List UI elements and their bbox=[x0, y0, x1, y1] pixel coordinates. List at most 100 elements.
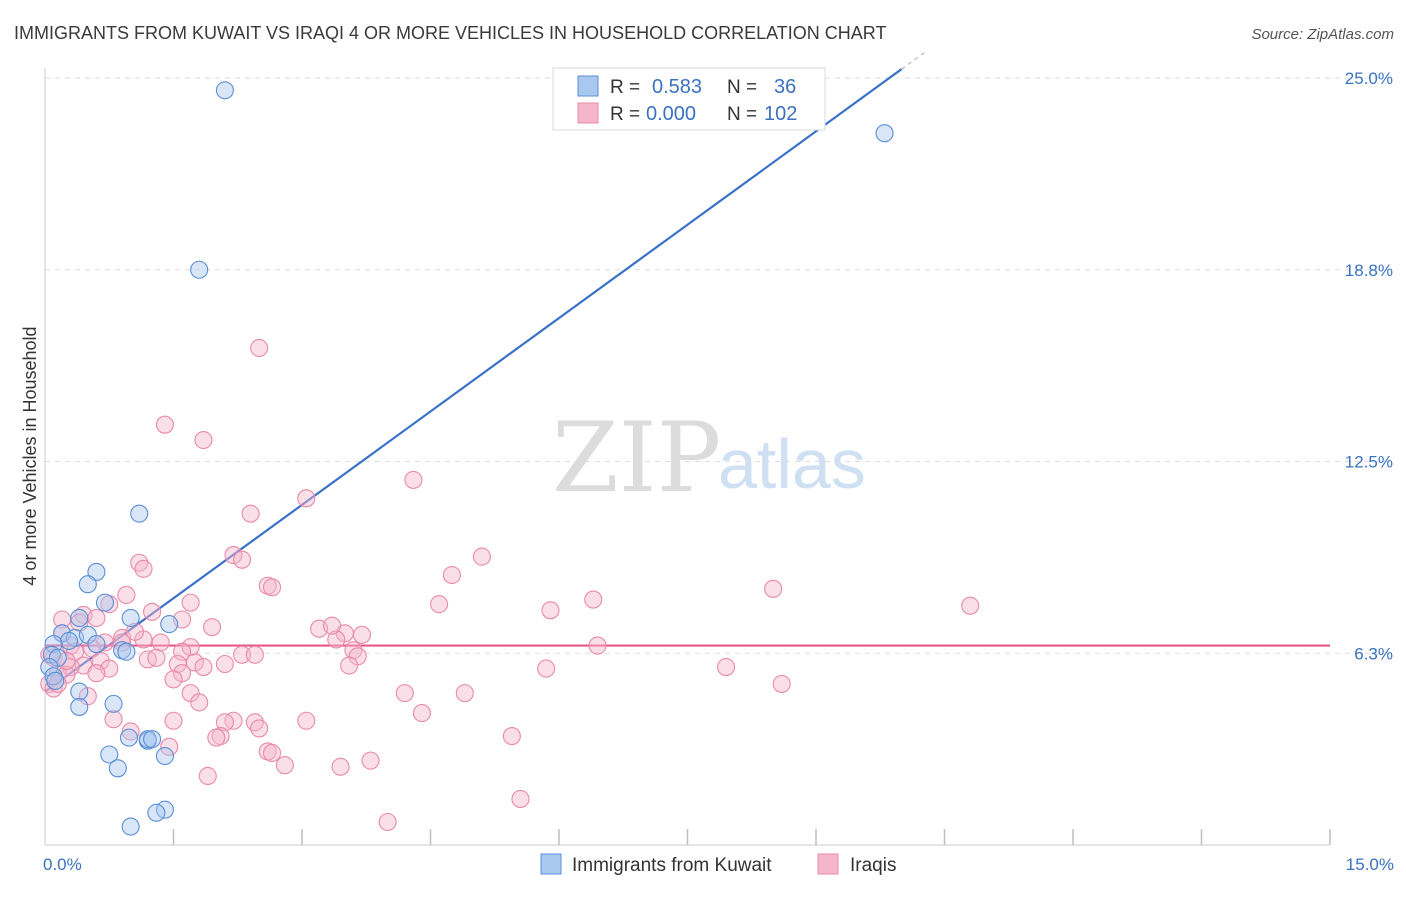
point-iraqis-61 bbox=[772, 674, 791, 693]
point-iraqis-69 bbox=[412, 704, 431, 723]
point-iraqis-31 bbox=[352, 625, 372, 644]
point-iraqis-15 bbox=[584, 590, 603, 609]
point-iraqis-84 bbox=[361, 751, 380, 770]
point-iraqis-18 bbox=[430, 595, 449, 614]
legend-n-value-iraqis: 102 bbox=[764, 103, 797, 125]
point-iraqis-86 bbox=[275, 756, 294, 775]
point-iraqis-2 bbox=[194, 430, 213, 450]
point-kuwait-25 bbox=[143, 730, 162, 749]
point-iraqis-68 bbox=[190, 693, 209, 712]
point-iraqis-71 bbox=[164, 711, 183, 730]
trend-layer bbox=[44, 49, 1330, 693]
trend-line-kuwait bbox=[44, 68, 903, 693]
trend-line-kuwait-extension bbox=[901, 49, 928, 70]
point-kuwait-32 bbox=[875, 124, 894, 143]
bottom-legend-label-iraqis: Iraqis bbox=[850, 855, 896, 876]
point-kuwait-19 bbox=[70, 682, 89, 701]
point-kuwait-24 bbox=[119, 728, 139, 747]
point-iraqis-19 bbox=[541, 601, 560, 620]
chart-source: Source: ZipAtlas.com bbox=[1251, 26, 1394, 43]
legend-r-value-kuwait: 0.583 bbox=[652, 76, 702, 98]
chart-title: IMMIGRANTS FROM KUWAIT VS IRAQI 4 OR MOR… bbox=[14, 23, 886, 43]
point-iraqis-98 bbox=[151, 633, 170, 652]
point-iraqis-85 bbox=[331, 757, 350, 776]
point-kuwait-3 bbox=[87, 562, 106, 581]
legend-swatch-kuwait bbox=[577, 75, 599, 97]
point-iraqis-22 bbox=[143, 602, 162, 621]
legend-n-label-iraqis: N = bbox=[727, 104, 757, 125]
point-iraqis-20 bbox=[181, 593, 200, 612]
point-iraqis-76 bbox=[250, 719, 269, 738]
point-kuwait-35 bbox=[46, 671, 65, 690]
point-iraqis-43 bbox=[245, 645, 264, 664]
point-kuwait-6 bbox=[121, 608, 140, 628]
point-iraqis-0 bbox=[250, 338, 269, 358]
point-iraqis-17 bbox=[961, 596, 980, 615]
y-tick-label-1: 12.5% bbox=[1345, 453, 1393, 472]
watermark-zip: ZIP bbox=[552, 402, 721, 514]
point-kuwait-31 bbox=[121, 817, 140, 836]
point-iraqis-40 bbox=[588, 636, 607, 655]
point-kuwait-8 bbox=[160, 615, 179, 634]
point-iraqis-32 bbox=[327, 630, 346, 649]
point-iraqis-72 bbox=[297, 711, 316, 730]
legend-r-label-iraqis: R = bbox=[610, 104, 640, 125]
point-iraqis-74 bbox=[215, 713, 234, 732]
point-iraqis-79 bbox=[207, 728, 226, 747]
point-iraqis-52 bbox=[194, 658, 213, 677]
point-iraqis-16 bbox=[764, 579, 783, 598]
point-iraqis-99 bbox=[125, 622, 144, 641]
point-iraqis-1 bbox=[155, 415, 174, 434]
point-iraqis-77 bbox=[121, 722, 140, 741]
point-iraqis-100 bbox=[147, 648, 166, 667]
point-iraqis-93 bbox=[113, 633, 132, 652]
legend-r-label-kuwait: R = bbox=[610, 77, 640, 98]
point-iraqis-64 bbox=[395, 684, 414, 703]
point-kuwait-7 bbox=[70, 608, 89, 628]
point-iraqis-7 bbox=[232, 550, 252, 569]
point-kuwait-28 bbox=[155, 746, 174, 766]
point-iraqis-96 bbox=[322, 616, 342, 635]
point-kuwait-21 bbox=[70, 697, 89, 716]
point-iraqis-6 bbox=[224, 546, 243, 565]
point-kuwait-26 bbox=[100, 745, 119, 764]
point-kuwait-30 bbox=[147, 803, 166, 822]
point-kuwait-2 bbox=[130, 504, 149, 523]
point-iraqis-60 bbox=[164, 670, 183, 689]
point-iraqis-83 bbox=[262, 743, 282, 763]
point-kuwait-20 bbox=[104, 694, 123, 713]
point-iraqis-80 bbox=[502, 727, 521, 746]
point-iraqis-70 bbox=[104, 710, 123, 729]
point-iraqis-56 bbox=[537, 659, 556, 678]
point-iraqis-11 bbox=[134, 559, 153, 578]
legend-top: R = 0.583 N = 36 R = 0.000 N = 102 bbox=[552, 67, 826, 131]
point-kuwait-12 bbox=[59, 631, 79, 651]
point-iraqis-14 bbox=[117, 585, 136, 605]
watermark-atlas: atlas bbox=[718, 425, 866, 503]
point-kuwait-23 bbox=[138, 730, 157, 749]
bottom-legend-swatch-kuwait bbox=[540, 853, 562, 875]
point-iraqis-8 bbox=[472, 547, 491, 566]
point-kuwait-5 bbox=[95, 593, 115, 612]
legend-n-value-kuwait: 36 bbox=[774, 76, 796, 98]
point-iraqis-88 bbox=[511, 789, 530, 809]
point-iraqis-81 bbox=[160, 737, 179, 756]
ticks-layer: 6.3% 12.5% 18.8% 25.0% bbox=[172, 69, 1393, 845]
point-kuwait-4 bbox=[78, 575, 97, 594]
point-iraqis-13 bbox=[262, 578, 282, 597]
point-iraqis-65 bbox=[455, 684, 474, 703]
point-iraqis-5 bbox=[241, 504, 260, 523]
point-iraqis-92 bbox=[215, 654, 234, 674]
point-iraqis-51 bbox=[185, 653, 204, 672]
point-iraqis-9 bbox=[442, 565, 461, 585]
point-iraqis-58 bbox=[340, 656, 359, 675]
legend-bottom: Immigrants from Kuwait Iraqis bbox=[540, 853, 896, 876]
point-iraqis-89 bbox=[378, 812, 397, 832]
legend-n-label-kuwait: N = bbox=[727, 77, 757, 98]
points-layer bbox=[40, 81, 980, 836]
y-axis-label: 4 or more Vehicles in Household bbox=[20, 326, 40, 585]
bottom-legend-swatch-iraqis bbox=[817, 853, 839, 875]
point-kuwait-1 bbox=[190, 260, 209, 279]
